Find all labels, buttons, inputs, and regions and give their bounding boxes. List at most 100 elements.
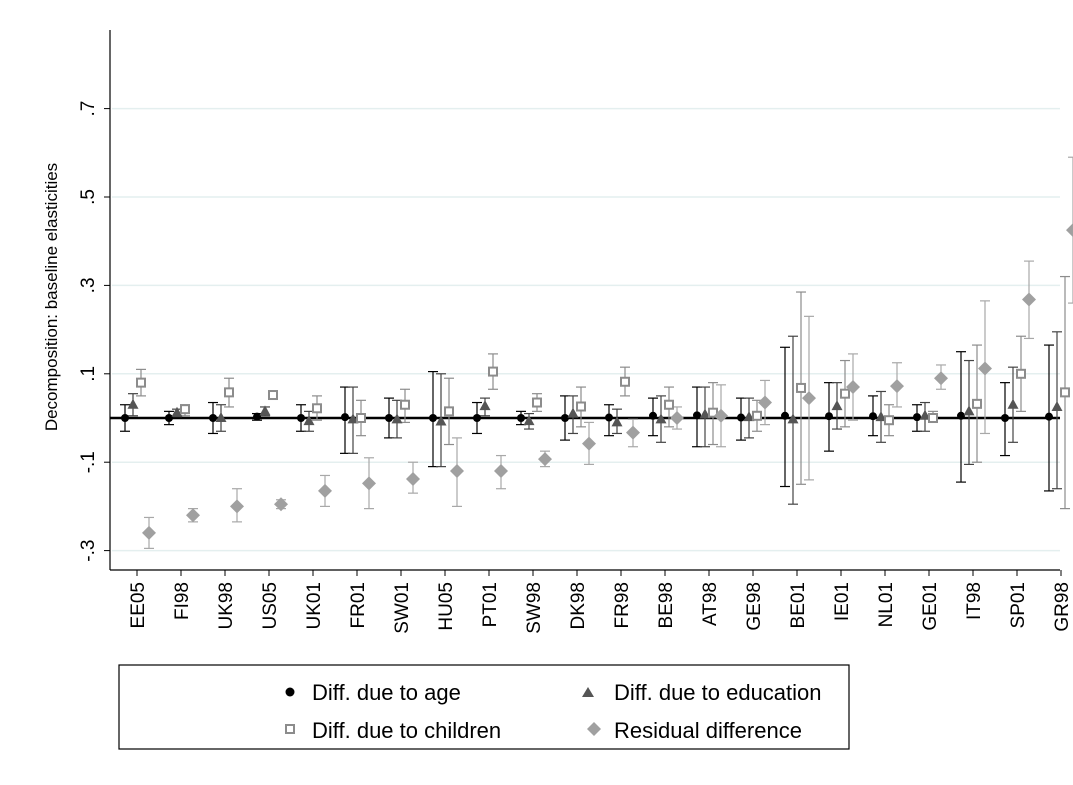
data-point-residual [582,436,596,451]
error-bar-residual [1068,156,1073,304]
x-tick-label: EE05 [128,582,149,628]
x-tick-label: AT98 [700,582,721,626]
data-point-residual [450,464,464,479]
x-tick-label: BE01 [788,582,809,628]
data-point-children [928,413,938,423]
data-point-age [341,413,349,422]
data-point-residual [494,464,508,479]
data-point-age [737,413,745,422]
data-point-residual [274,497,288,512]
data-point-children [576,401,586,412]
data-point-education [875,411,887,422]
data-point-education [611,416,623,427]
data-point-age [649,411,657,420]
x-tick-label: GE01 [920,582,941,631]
data-point-age [121,414,129,422]
y-tick-label: .3 [78,277,99,293]
data-point-education [303,415,315,426]
x-tick-label: FI98 [172,582,193,620]
data-point-age [253,412,261,421]
data-point-children [840,388,850,399]
data-point-education [435,415,447,426]
data-point-education [259,405,271,416]
data-point-children [1060,387,1070,398]
legend: Diff. due to age Diff. due to education … [118,664,850,750]
x-tick-label: FR98 [612,582,633,628]
data-point-residual [186,508,200,523]
data-point-residual [758,395,772,410]
data-point-residual [142,525,156,540]
data-point-education [523,415,535,426]
data-point-age [693,411,701,420]
data-point-residual [626,425,640,440]
data-point-children [796,382,806,393]
data-point-children [752,410,762,421]
data-marks [120,156,1073,549]
legend-label-education: Diff. due to education [614,680,822,705]
data-point-education [831,400,843,411]
x-tick-label: SP01 [1008,582,1029,628]
data-point-children [1016,368,1026,379]
x-tick-label: GR98 [1052,582,1073,632]
data-point-children [664,399,674,410]
x-tick-label: IT98 [964,582,985,620]
data-point-age [517,414,525,422]
data-point-residual [230,499,244,514]
data-point-education [1007,398,1019,409]
data-point-residual [846,380,860,395]
legend-box [118,664,850,750]
data-point-children [180,404,190,415]
data-point-residual [318,483,332,498]
data-point-age [781,411,789,420]
data-point-residual [978,361,992,376]
data-point-children [532,397,542,408]
x-tick-label: DK98 [568,582,589,630]
data-point-residual [890,379,904,394]
data-point-age [1001,414,1009,422]
legend-marker-children [285,724,295,734]
y-tick-label: .1 [78,366,99,382]
data-point-education [479,400,491,411]
data-point-residual [670,411,684,425]
legend-marker-education [582,687,594,697]
data-point-age [913,413,921,422]
data-point-residual [714,408,728,423]
data-point-children [488,366,498,377]
x-tick-label: GE98 [744,582,765,631]
data-point-education [787,413,799,424]
gridlines [112,107,1060,552]
data-point-children [356,413,366,423]
data-point-children [400,399,410,410]
data-point-age [473,414,481,422]
data-point-education [567,407,579,418]
x-tick-label: BE98 [656,582,677,628]
axes: -.3 -.1 .1 .3 .5 .7 [78,30,1060,571]
data-point-age [869,412,877,421]
data-point-education [391,413,403,424]
x-tick-label: IE01 [832,582,853,621]
data-point-children [312,403,322,414]
data-point-age [297,414,305,422]
data-point-children [972,398,982,409]
data-point-residual [362,476,376,491]
data-point-education [699,408,711,419]
data-point-education [215,412,227,422]
y-tick-label: .7 [78,101,99,117]
legend-marker-residual [587,722,601,736]
data-point-residual [1022,292,1036,307]
data-point-age [209,414,217,422]
legend-label-residual: Residual difference [614,718,802,743]
data-point-education [127,398,139,409]
data-point-children [708,407,718,418]
x-tick-label: HU05 [436,582,457,631]
data-point-age [825,412,833,421]
data-point-education [743,411,755,422]
data-point-children [444,406,454,417]
data-point-education [347,413,359,424]
legend-label-children: Diff. due to children [312,718,501,743]
data-point-age [561,414,569,422]
x-tick-label: UK01 [304,582,325,630]
data-point-age [385,414,393,422]
x-tick-label: SW01 [392,582,413,634]
data-point-residual [538,452,552,467]
